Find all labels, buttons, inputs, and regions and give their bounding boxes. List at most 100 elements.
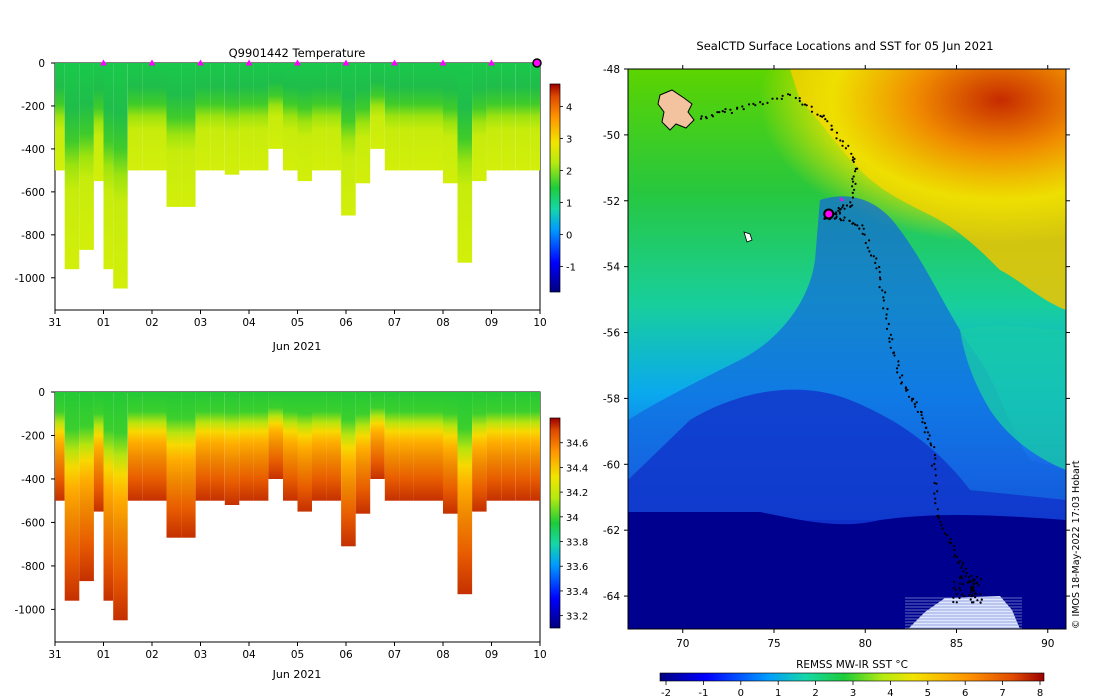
profile-bar xyxy=(195,63,211,171)
track-point xyxy=(810,110,814,113)
track-point xyxy=(847,144,850,147)
profile-bar xyxy=(355,392,371,514)
track-point xyxy=(839,219,843,222)
track-point xyxy=(923,422,927,425)
track-point xyxy=(721,110,724,113)
track-point xyxy=(970,574,973,578)
profile-bar xyxy=(210,63,225,171)
track-point xyxy=(839,139,842,142)
salinity-colorbar-ticks: 34.6 34.4 34.2 34 33.8 33.6 33.4 33.2 xyxy=(560,439,588,623)
profile-bar xyxy=(55,392,65,501)
track-point xyxy=(858,227,861,230)
track-point xyxy=(866,246,869,249)
colorbar-tick-label: 34 xyxy=(566,513,579,524)
track-point xyxy=(948,541,951,544)
salinity-x-axis-label: Jun 2021 xyxy=(272,668,322,681)
surface-marker xyxy=(439,59,447,66)
colorbar-tick-label: 33.4 xyxy=(566,587,588,598)
colorbar-tick-label: 33.2 xyxy=(566,612,588,623)
track-point xyxy=(959,589,962,592)
track-point xyxy=(816,113,819,116)
track-point xyxy=(952,596,955,599)
track-point xyxy=(921,417,924,420)
track-point xyxy=(861,232,864,235)
x-tick-label: 02 xyxy=(145,649,158,661)
x-tick-label: 01 xyxy=(97,649,110,661)
colorbar-tick-label: 6 xyxy=(962,688,968,699)
track-point xyxy=(964,575,967,578)
track-point xyxy=(969,598,972,601)
track-point xyxy=(973,590,976,593)
track-point xyxy=(952,545,956,548)
profile-bar xyxy=(93,392,104,512)
track-point xyxy=(845,204,849,207)
track-point xyxy=(844,147,848,150)
track-point xyxy=(979,601,982,604)
x-tick-label: 04 xyxy=(242,649,256,661)
track-point xyxy=(946,534,949,537)
track-point xyxy=(849,201,852,204)
track-point xyxy=(954,588,957,591)
lat-tick-label: -62 xyxy=(603,525,620,537)
track-point xyxy=(856,224,859,227)
lon-tick-label: 70 xyxy=(676,638,689,650)
track-point xyxy=(916,410,920,413)
track-point xyxy=(972,583,975,586)
track-point xyxy=(891,338,894,341)
track-point xyxy=(759,101,762,104)
profile-bar xyxy=(428,392,443,501)
colorbar-tick-label: 2 xyxy=(812,688,818,699)
y-tick-label: -800 xyxy=(21,561,45,573)
track-point xyxy=(754,104,757,107)
profile-bar xyxy=(297,392,312,512)
x-tick-label: 08 xyxy=(436,649,449,661)
track-point xyxy=(900,382,903,385)
lat-tick-label: -48 xyxy=(603,64,620,76)
track-point xyxy=(711,115,715,118)
track-point xyxy=(835,211,838,214)
track-point xyxy=(934,457,937,460)
profile-bar xyxy=(113,392,128,621)
profile-bar xyxy=(55,63,65,171)
profile-bar xyxy=(253,63,269,171)
profile-bar xyxy=(239,392,254,501)
track-point xyxy=(851,177,854,180)
track-point xyxy=(853,188,856,191)
profile-bar xyxy=(457,392,473,595)
track-point xyxy=(780,97,783,100)
track-point xyxy=(934,468,937,471)
track-point xyxy=(939,520,942,524)
profile-bar xyxy=(127,392,143,501)
track-point xyxy=(929,442,932,445)
profile-bar xyxy=(370,63,385,149)
salinity-colorbar xyxy=(549,417,561,629)
y-tick-label: -1000 xyxy=(14,273,45,285)
profile-bar xyxy=(472,63,487,182)
colorbar-tick-label: 1 xyxy=(566,198,572,209)
track-point xyxy=(920,410,923,413)
track-point xyxy=(841,206,844,209)
track-point xyxy=(874,261,877,264)
track-point xyxy=(885,313,888,316)
track-point xyxy=(878,270,881,274)
profile-bar xyxy=(399,63,414,171)
track-point xyxy=(958,559,962,562)
track-point xyxy=(884,291,887,294)
track-point xyxy=(897,360,900,363)
track-point xyxy=(822,114,825,117)
profile-bar xyxy=(530,63,540,171)
profile-bar xyxy=(515,392,531,501)
track-point xyxy=(974,596,977,599)
track-point xyxy=(898,376,902,379)
colorbar-tick-label: 34.4 xyxy=(566,463,588,474)
track-point xyxy=(851,159,854,162)
colorbar-tick-label: -2 xyxy=(661,688,671,699)
profile-bar xyxy=(457,63,473,263)
profile-bar xyxy=(103,392,114,601)
profile-bar xyxy=(64,392,80,601)
track-point xyxy=(854,170,857,173)
track-point xyxy=(949,537,952,541)
track-point xyxy=(953,555,956,558)
track-point xyxy=(970,591,973,594)
lat-tick-label: -60 xyxy=(603,459,620,471)
